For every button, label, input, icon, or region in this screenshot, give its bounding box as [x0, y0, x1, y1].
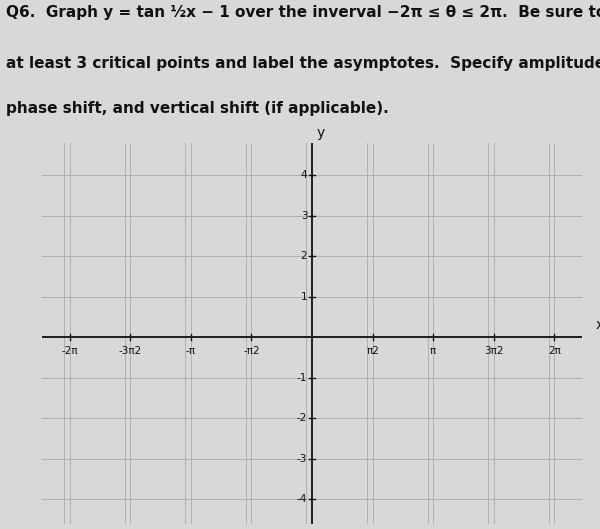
Text: 2: 2: [301, 251, 307, 261]
Text: y: y: [317, 125, 325, 140]
Text: -3π2: -3π2: [119, 346, 142, 356]
Text: -4: -4: [297, 495, 307, 504]
Text: 3: 3: [301, 211, 307, 221]
Text: -3: -3: [297, 454, 307, 464]
Text: -1: -1: [297, 373, 307, 383]
Text: at least 3 critical points and label the asymptotes.  Specify amplitude, period,: at least 3 critical points and label the…: [6, 56, 600, 70]
Text: phase shift, and vertical shift (if applicable).: phase shift, and vertical shift (if appl…: [6, 101, 389, 115]
Text: -π: -π: [186, 346, 196, 356]
Text: 4: 4: [301, 170, 307, 180]
Text: Q6.  Graph y = tan ½x − 1 over the inverval −2π ≤ θ ≤ 2π.  Be sure to lable: Q6. Graph y = tan ½x − 1 over the inverv…: [6, 5, 600, 20]
Text: 1: 1: [301, 292, 307, 302]
Text: 2π: 2π: [548, 346, 561, 356]
Text: π2: π2: [366, 346, 379, 356]
Text: π: π: [430, 346, 436, 356]
Text: 3π2: 3π2: [484, 346, 503, 356]
Text: x: x: [595, 318, 600, 332]
Text: -2: -2: [297, 413, 307, 423]
Text: -π2: -π2: [243, 346, 260, 356]
Text: -2π: -2π: [61, 346, 78, 356]
